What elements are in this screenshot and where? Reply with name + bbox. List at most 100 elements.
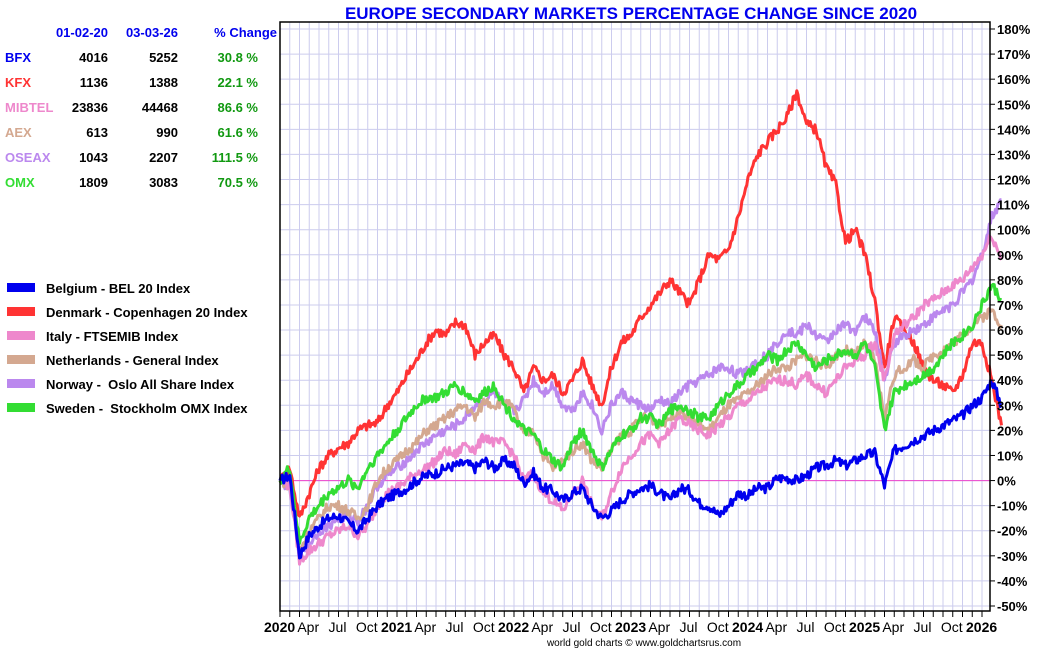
x-tick-label: 2026 (966, 619, 997, 635)
y-tick-label: -50% (997, 599, 1028, 614)
table-row: OMX 1809 3083 70.5 % (5, 175, 258, 190)
table-end-value: 2207 (149, 150, 178, 165)
legend-swatch (7, 331, 35, 340)
table-row: KFX 1136 1388 22.1 % (5, 75, 258, 90)
y-tick-label: 160% (997, 72, 1031, 87)
x-tick-label: Jul (563, 619, 581, 635)
legend-item: Belgium - BEL 20 Index (7, 281, 191, 296)
gridlines (280, 22, 990, 611)
plot-frame (279, 21, 991, 612)
y-tick-label: 50% (997, 348, 1023, 363)
summary-table: 01-02-20 03-03-26 % Change BFX 4016 5252 30… (5, 25, 277, 190)
table-index-code: AEX (5, 125, 32, 140)
legend-item: Norway - Oslo All Share Index (7, 377, 235, 392)
table-pct-change: 61.6 % (218, 125, 259, 140)
y-tick-label: -40% (997, 574, 1028, 589)
x-tick-label: Jul (446, 619, 464, 635)
y-tick-label: 90% (997, 248, 1023, 263)
y-tick-label: 70% (997, 298, 1023, 313)
y-tick-label: 170% (997, 47, 1031, 62)
table-pct-change: 22.1 % (218, 75, 259, 90)
legend-label: Netherlands - General Index (46, 353, 219, 368)
table-start-value: 613 (86, 125, 108, 140)
x-tick-label: 2025 (849, 619, 880, 635)
table-row: AEX 613 990 61.6 % (5, 125, 258, 140)
legend-label: Sweden - Stockholm OMX Index (46, 401, 248, 416)
y-tick-label: 10% (997, 448, 1023, 463)
table-pct-change: 70.5 % (218, 175, 259, 190)
table-index-code: BFX (5, 50, 31, 65)
table-index-code: MIBTEL (5, 100, 53, 115)
y-tick-label: 120% (997, 173, 1031, 188)
table-index-code: KFX (5, 75, 31, 90)
x-tick-label: Oct (590, 619, 612, 635)
y-tick-label: 140% (997, 122, 1031, 137)
y-tick-label: 110% (997, 198, 1030, 213)
x-tick-label: Oct (473, 619, 495, 635)
table-start-value: 4016 (79, 50, 108, 65)
table-header-pct-change: % Change (214, 25, 277, 40)
legend-item: Sweden - Stockholm OMX Index (7, 401, 248, 416)
y-axis: 180% 170% 160% 150% 140% 130% 120% 110% 100% 90% 8… (990, 22, 1031, 614)
legend-item: Denmark - Copenhagen 20 Index (7, 305, 248, 320)
y-tick-label: 60% (997, 323, 1023, 338)
table-end-value: 3083 (149, 175, 178, 190)
x-tick-label: Oct (707, 619, 729, 635)
x-tick-label: Oct (824, 619, 846, 635)
y-tick-label: -20% (997, 524, 1028, 539)
y-tick-label: 30% (997, 398, 1023, 413)
legend-label: Denmark - Copenhagen 20 Index (46, 305, 248, 320)
x-tick-label: Jul (680, 619, 698, 635)
table-header-end-date: 03-03-26 (126, 25, 178, 40)
x-tick-label: Apr (297, 619, 319, 635)
chart-title: EUROPE SECONDARY MARKETS PERCENTAGE CHAN… (345, 4, 917, 23)
x-tick-label: Oct (356, 619, 378, 635)
x-tick-label: 2024 (732, 619, 763, 635)
legend-swatch (7, 307, 35, 316)
table-row: BFX 4016 5252 30.8 % (5, 50, 258, 65)
legend: Belgium - BEL 20 Index Denmark - Copenhag… (7, 281, 248, 416)
legend-label: Belgium - BEL 20 Index (46, 281, 191, 296)
x-tick-label: 2020 (264, 619, 295, 635)
legend-swatch (7, 283, 35, 292)
x-axis: 2020 Apr Jul Oct 2021 Apr Jul Oct 2022 Apr Jul Oct 2… (264, 611, 997, 635)
x-tick-label: Apr (648, 619, 670, 635)
table-end-value: 1388 (149, 75, 178, 90)
x-tick-label: Jul (797, 619, 815, 635)
y-tick-label: 180% (997, 22, 1031, 37)
plot-area (278, 21, 1003, 612)
x-tick-label: Jul (914, 619, 932, 635)
table-start-value: 1043 (79, 150, 108, 165)
table-row: MIBTEL 23836 44468 86.6 % (5, 100, 258, 115)
legend-label: Italy - FTSEMIB Index (46, 329, 179, 344)
legend-swatch (7, 379, 35, 388)
x-tick-label: Apr (765, 619, 787, 635)
x-tick-label: Apr (414, 619, 436, 635)
table-pct-change: 86.6 % (218, 100, 259, 115)
series-line-denmark (278, 89, 1003, 518)
plot-background (280, 22, 990, 611)
y-tick-label: 20% (997, 423, 1023, 438)
x-tick-label: Jul (329, 619, 347, 635)
series-line-belgium (278, 379, 1003, 560)
credit-text: world gold charts © www.goldchartsrus.co… (546, 638, 741, 649)
table-start-value: 1809 (79, 175, 108, 190)
y-tick-label: -30% (997, 549, 1028, 564)
table-pct-change: 30.8 % (218, 50, 259, 65)
y-tick-label: 80% (997, 273, 1023, 288)
table-end-value: 990 (156, 125, 178, 140)
x-tick-label: 2023 (615, 619, 646, 635)
table-end-value: 44468 (142, 100, 178, 115)
legend-swatch (7, 403, 35, 412)
series-lines (278, 89, 1003, 566)
x-tick-label: 2022 (498, 619, 529, 635)
table-pct-change: 111.5 % (212, 150, 259, 165)
y-tick-label: 150% (997, 97, 1031, 112)
x-tick-label: Apr (882, 619, 904, 635)
x-tick-label: Apr (531, 619, 553, 635)
series-line-italy (278, 234, 1003, 566)
y-tick-label: 40% (997, 373, 1023, 388)
y-tick-label: 130% (997, 147, 1031, 162)
y-tick-label: 100% (997, 223, 1031, 238)
